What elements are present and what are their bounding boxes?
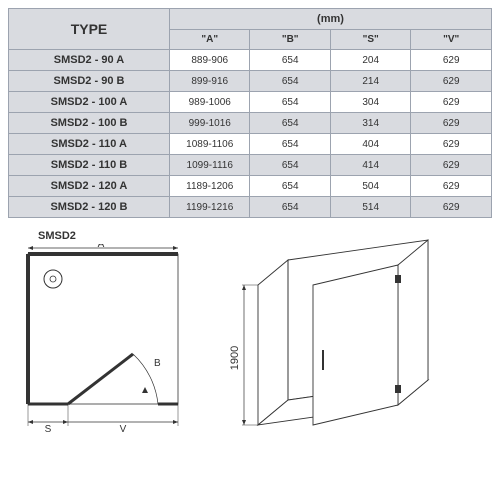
cell-a: 889-906	[169, 50, 249, 71]
dim-v: V	[120, 424, 127, 435]
cell-v: 629	[411, 134, 492, 155]
cell-a: 989-1006	[169, 92, 249, 113]
cell-a: 1199-1216	[169, 197, 249, 218]
table-row: SMSD2 - 100 B999-1016654314629	[9, 113, 492, 134]
figures-row: SMSD2 B A	[8, 230, 492, 447]
cell-a: 1189-1206	[169, 176, 249, 197]
cell-v: 629	[411, 92, 492, 113]
cell-v: 629	[411, 71, 492, 92]
cell-a: 1089-1106	[169, 134, 249, 155]
table-row: SMSD2 - 90 B899-916654214629	[9, 71, 492, 92]
cell-b: 654	[250, 176, 330, 197]
col-b: "B"	[250, 30, 330, 50]
cell-type: SMSD2 - 100 A	[9, 92, 170, 113]
table-row: SMSD2 - 110 B1099-1116654414629	[9, 155, 492, 176]
cell-type: SMSD2 - 100 B	[9, 113, 170, 134]
topview-svg: B A S V	[8, 244, 198, 444]
cell-b: 654	[250, 92, 330, 113]
cell-a: 1099-1116	[169, 155, 249, 176]
cell-s: 214	[330, 71, 410, 92]
cell-type: SMSD2 - 120 B	[9, 197, 170, 218]
iso-figure: 1900	[218, 230, 478, 443]
cell-s: 514	[330, 197, 410, 218]
cell-v: 629	[411, 176, 492, 197]
iso-height: 1900	[229, 346, 241, 370]
cell-a: 899-916	[169, 71, 249, 92]
header-mm: (mm)	[169, 9, 491, 30]
dimensions-table: TYPE (mm) "A" "B" "S" "V" SMSD2 - 90 A88…	[8, 8, 492, 218]
table-row: SMSD2 - 90 A889-906654204629	[9, 50, 492, 71]
iso-svg: 1900	[218, 230, 478, 440]
cell-v: 629	[411, 197, 492, 218]
cell-b: 654	[250, 50, 330, 71]
cell-b: 654	[250, 113, 330, 134]
table-row: SMSD2 - 100 A989-1006654304629	[9, 92, 492, 113]
cell-type: SMSD2 - 110 A	[9, 134, 170, 155]
cell-s: 304	[330, 92, 410, 113]
col-s: "S"	[330, 30, 410, 50]
cell-type: SMSD2 - 110 B	[9, 155, 170, 176]
cell-s: 314	[330, 113, 410, 134]
cell-v: 629	[411, 50, 492, 71]
topview-label: SMSD2	[8, 230, 198, 242]
table-row: SMSD2 - 120 B1199-1216654514629	[9, 197, 492, 218]
dimensions-table-wrap: TYPE (mm) "A" "B" "S" "V" SMSD2 - 90 A88…	[8, 8, 492, 218]
col-a: "A"	[169, 30, 249, 50]
cell-b: 654	[250, 134, 330, 155]
cell-b: 654	[250, 155, 330, 176]
cell-v: 629	[411, 155, 492, 176]
cell-s: 204	[330, 50, 410, 71]
cell-v: 629	[411, 113, 492, 134]
dim-a: A	[98, 244, 105, 250]
cell-s: 404	[330, 134, 410, 155]
col-v: "V"	[411, 30, 492, 50]
cell-type: SMSD2 - 90 B	[9, 71, 170, 92]
table-row: SMSD2 - 120 A1189-1206654504629	[9, 176, 492, 197]
cell-type: SMSD2 - 90 A	[9, 50, 170, 71]
header-type: TYPE	[9, 9, 170, 50]
svg-text:B: B	[154, 358, 161, 369]
cell-a: 999-1016	[169, 113, 249, 134]
cell-b: 654	[250, 197, 330, 218]
topview-figure: SMSD2 B A	[8, 230, 198, 447]
cell-b: 654	[250, 71, 330, 92]
cell-type: SMSD2 - 120 A	[9, 176, 170, 197]
table-row: SMSD2 - 110 A1089-1106654404629	[9, 134, 492, 155]
cell-s: 504	[330, 176, 410, 197]
cell-s: 414	[330, 155, 410, 176]
table-body: SMSD2 - 90 A889-906654204629SMSD2 - 90 B…	[9, 50, 492, 218]
dim-s: S	[45, 424, 52, 435]
